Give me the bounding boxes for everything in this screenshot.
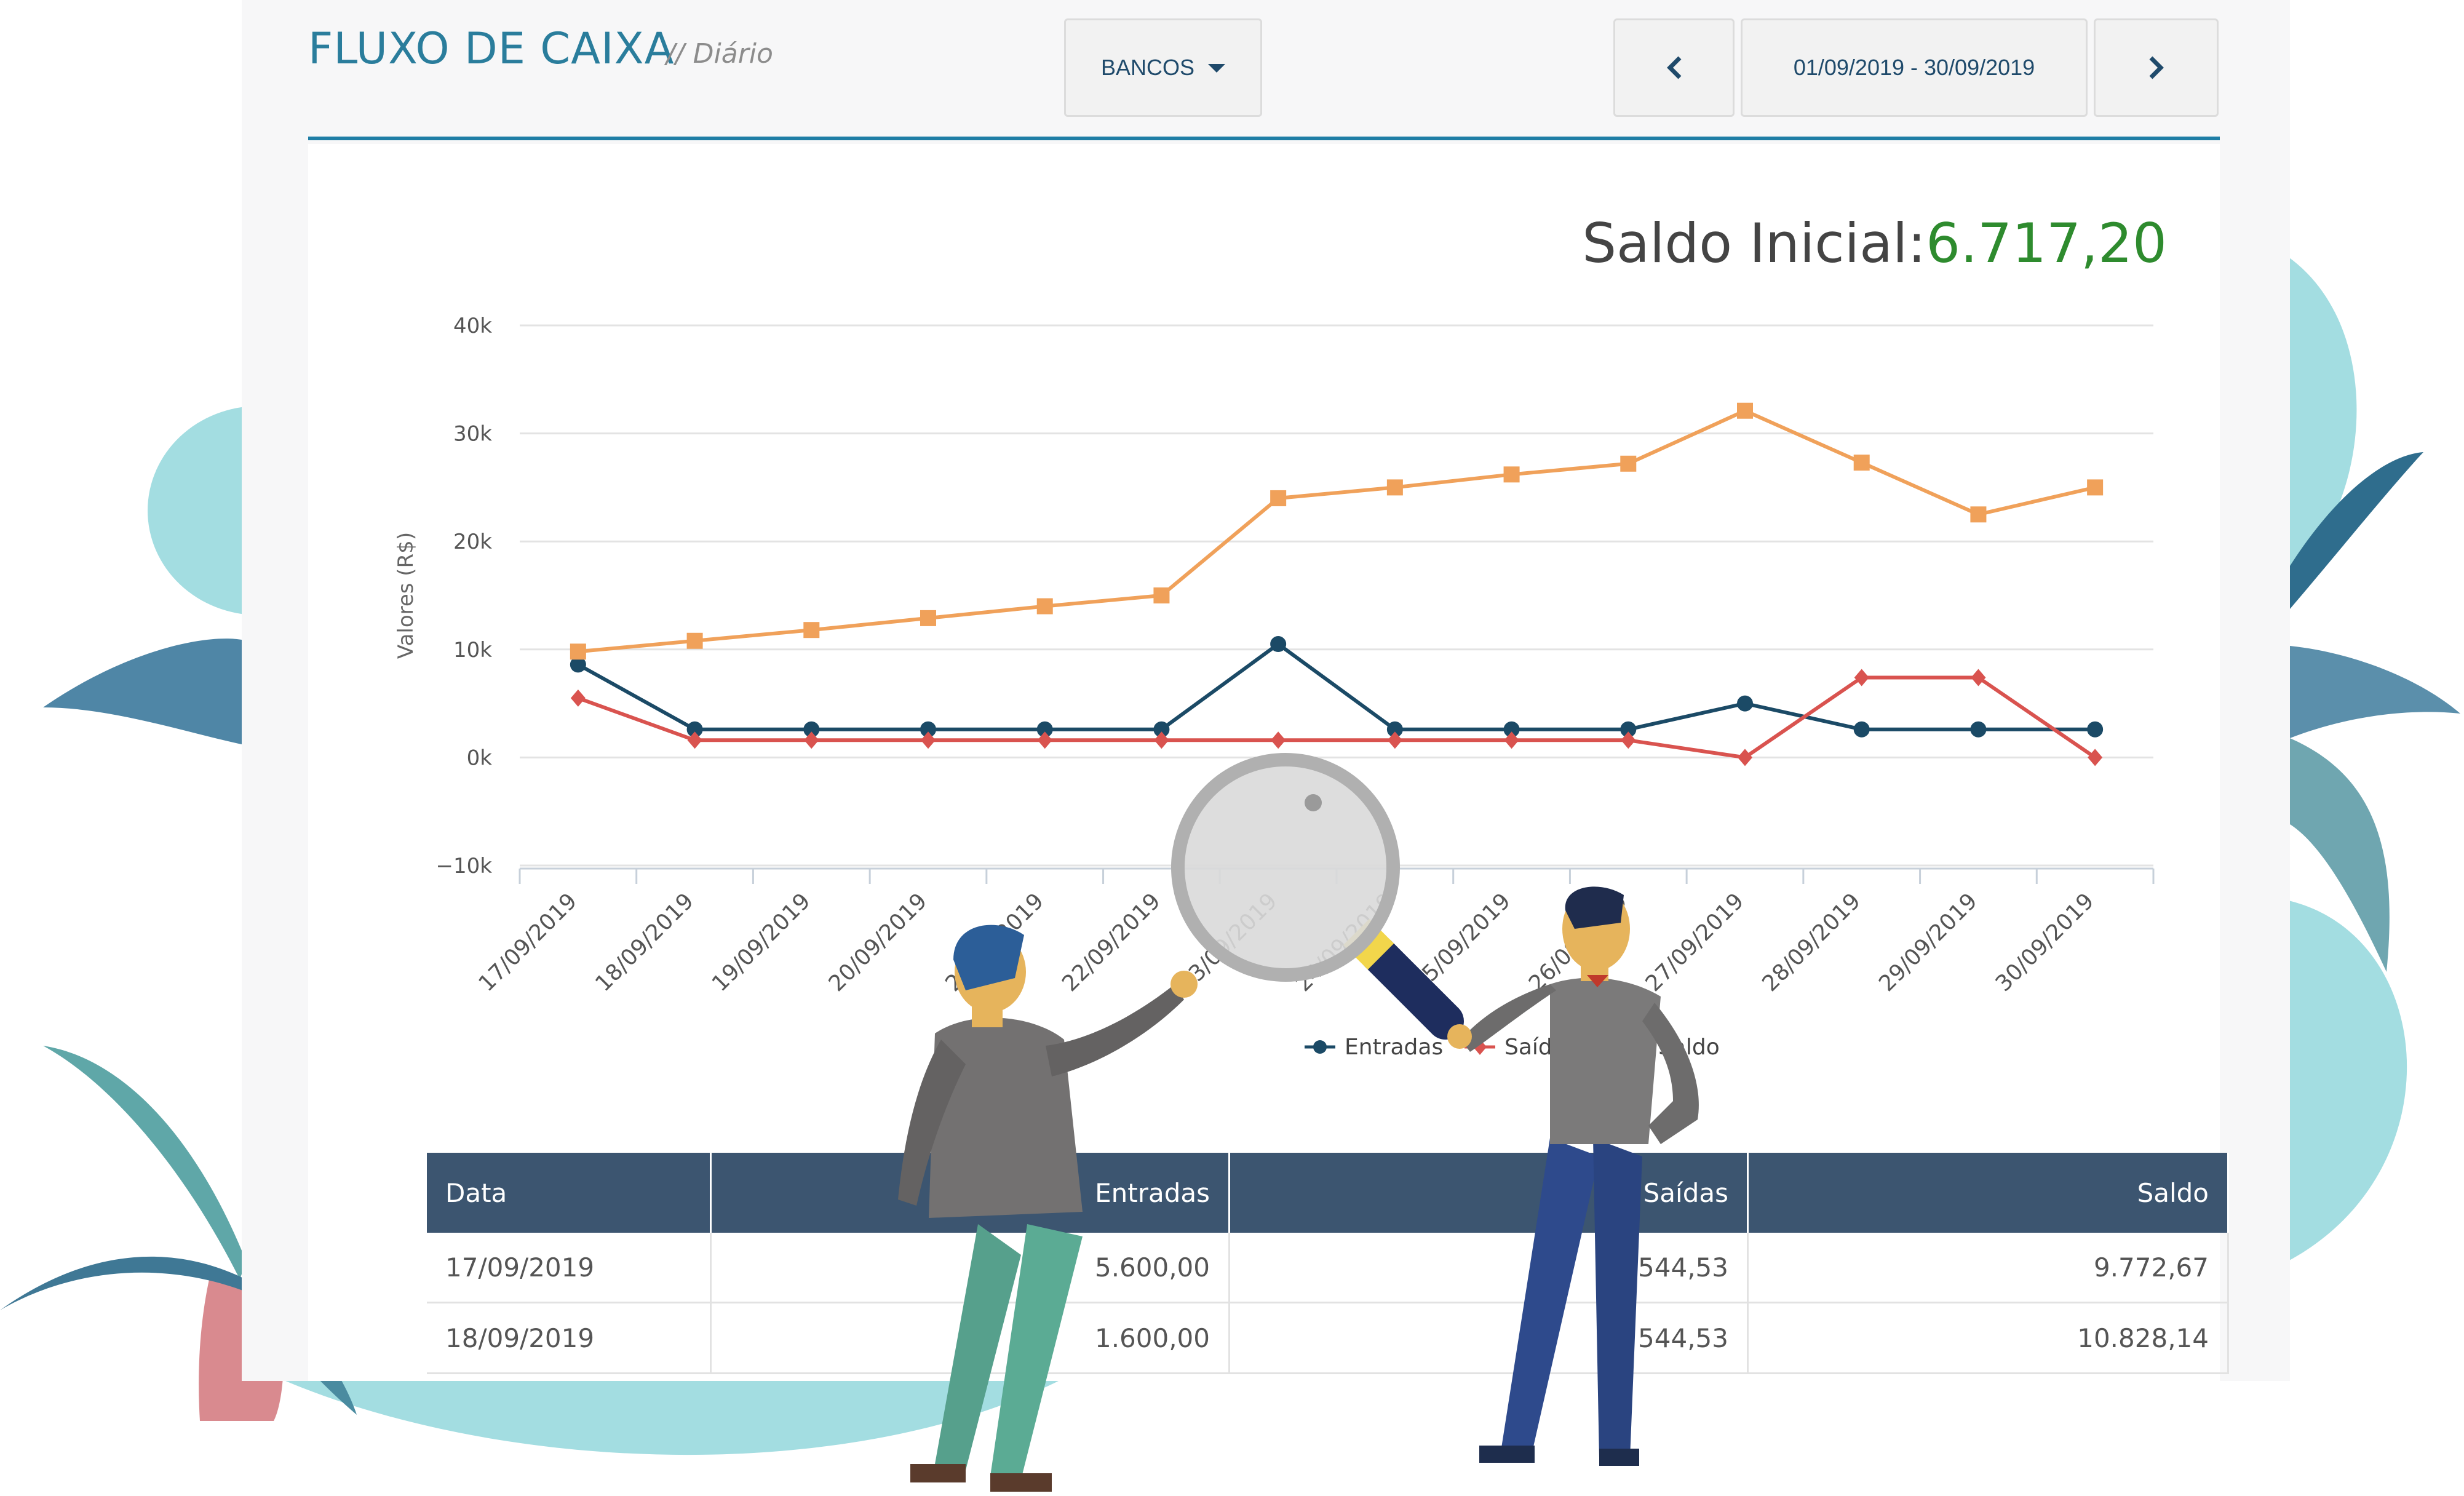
data-point <box>1271 731 1286 749</box>
series-line-saldo <box>578 408 2096 654</box>
magnifying-glass-illustration <box>1171 753 1464 1040</box>
header-divider <box>308 137 2220 140</box>
data-point <box>570 656 586 673</box>
column-header-balance[interactable]: Saldo <box>1747 1153 2229 1233</box>
data-point <box>920 721 936 738</box>
decor-palm-leaf <box>0 1256 246 1310</box>
y-tick-label: −10k <box>436 854 493 878</box>
page-subtitle: // Diário <box>666 38 773 70</box>
data-point <box>1270 490 1287 506</box>
series-line-saídas <box>577 675 2096 760</box>
data-point <box>1621 731 1636 749</box>
data-point <box>1854 669 1869 686</box>
decor-ground <box>264 1372 1076 1455</box>
caret-down-icon <box>1208 64 1226 73</box>
data-point <box>1503 466 1520 483</box>
data-point <box>2087 721 2104 738</box>
data-point <box>1620 455 1637 472</box>
data-point <box>686 632 703 649</box>
data-point <box>1971 669 1986 686</box>
data-point <box>1153 587 1170 603</box>
series-line-entradas <box>577 642 2096 731</box>
data-point <box>570 689 586 707</box>
y-axis-label: Valores (R$) <box>394 532 418 659</box>
data-point <box>803 721 820 738</box>
column-header-date[interactable]: Data <box>427 1153 712 1233</box>
data-point <box>1737 695 1753 712</box>
data-point <box>687 731 702 749</box>
y-tick-label: 0k <box>467 746 493 770</box>
cash-flow-table: Data Entradas Saídas Saldo 17/09/2019 5.… <box>427 1153 2229 1374</box>
data-point <box>1503 721 1520 738</box>
legend-item-entradas: Entradas <box>1345 1035 1443 1060</box>
page-title: FLUXO DE CAIXA <box>308 23 675 74</box>
decor-blob-right-top <box>2239 234 2357 584</box>
bank-select-button[interactable]: BANCOS <box>1064 18 1262 117</box>
data-point <box>1620 721 1637 738</box>
data-point <box>570 643 586 660</box>
data-point <box>1270 636 1287 653</box>
y-tick-label: 40k <box>453 314 492 338</box>
data-point <box>1386 721 1403 738</box>
y-tick-label: 10k <box>453 638 492 662</box>
initial-balance-label: Saldo Inicial: <box>1582 212 1926 275</box>
decor-leaf <box>2290 646 2460 738</box>
data-point <box>1386 479 1403 496</box>
initial-balance: Saldo Inicial:6.717,20 <box>1582 212 2167 275</box>
bank-select-label: BANCOS <box>1100 55 1195 80</box>
legend-marker <box>1313 1040 1327 1054</box>
data-point <box>1737 402 1753 419</box>
data-point <box>1504 731 1519 749</box>
data-point <box>2087 479 2104 496</box>
date-range-label: 01/09/2019 - 30/09/2019 <box>1793 55 2035 80</box>
y-tick-label: 20k <box>453 530 492 554</box>
next-period-button[interactable] <box>2094 18 2219 117</box>
data-point <box>921 731 936 749</box>
cell-outflows: 544,53 <box>1229 1302 1749 1374</box>
data-point <box>920 610 936 626</box>
data-point <box>1738 749 1752 766</box>
decor-leaf <box>2290 738 2390 972</box>
data-point <box>1037 731 1052 749</box>
data-point <box>2088 749 2103 766</box>
cell-date: 18/09/2019 <box>427 1302 712 1374</box>
data-point <box>803 622 820 639</box>
data-point <box>686 721 703 738</box>
data-point <box>1387 731 1402 749</box>
data-point <box>804 731 819 749</box>
decor-leaf <box>43 639 242 744</box>
data-point <box>1036 598 1053 615</box>
cell-balance: 9.772,67 <box>1747 1233 2229 1303</box>
cell-date: 17/09/2019 <box>427 1233 712 1303</box>
decor-blob-right-bottom <box>2276 898 2407 1261</box>
y-tick-label: 30k <box>453 422 492 447</box>
cell-balance: 10.828,14 <box>1747 1302 2229 1374</box>
data-point <box>1153 721 1170 738</box>
data-point <box>1970 506 1987 523</box>
previous-period-button[interactable] <box>1613 18 1735 117</box>
person-left-illustration <box>898 925 1198 1492</box>
chevron-left-icon <box>1666 56 1681 79</box>
date-range-button[interactable]: 01/09/2019 - 30/09/2019 <box>1741 18 2088 117</box>
data-point <box>1036 721 1053 738</box>
chevron-right-icon <box>2149 56 2164 79</box>
data-point <box>1970 721 1987 738</box>
cash-flow-panel: FLUXO DE CAIXA // Diário BANCOS 01/09/20… <box>242 0 2290 1381</box>
decor-leaf <box>2290 452 2423 609</box>
data-point <box>1853 721 1870 738</box>
initial-balance-value: 6.717,20 <box>1926 212 2167 275</box>
data-point <box>1853 455 1870 471</box>
person-right-illustration <box>1447 886 1699 1466</box>
cell-outflows: 2.544,53 <box>1229 1233 1749 1303</box>
table-row: 18/09/2019 1.600,00 544,53 10.828,14 <box>427 1302 2229 1374</box>
data-point <box>1154 731 1169 749</box>
column-header-outflows[interactable]: Saídas <box>1229 1153 1749 1233</box>
table-header-row: Data Entradas Saídas Saldo <box>427 1153 2229 1233</box>
